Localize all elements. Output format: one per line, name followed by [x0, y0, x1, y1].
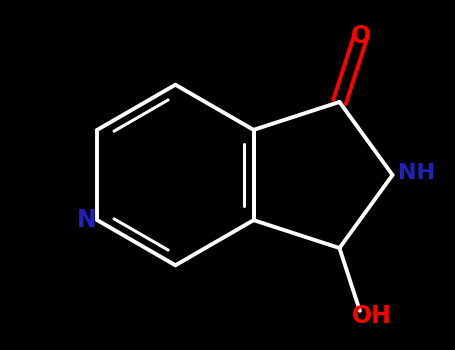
- Text: O: O: [351, 24, 371, 48]
- Text: N: N: [77, 208, 97, 232]
- Text: OH: OH: [352, 304, 392, 328]
- Text: NH: NH: [398, 163, 435, 183]
